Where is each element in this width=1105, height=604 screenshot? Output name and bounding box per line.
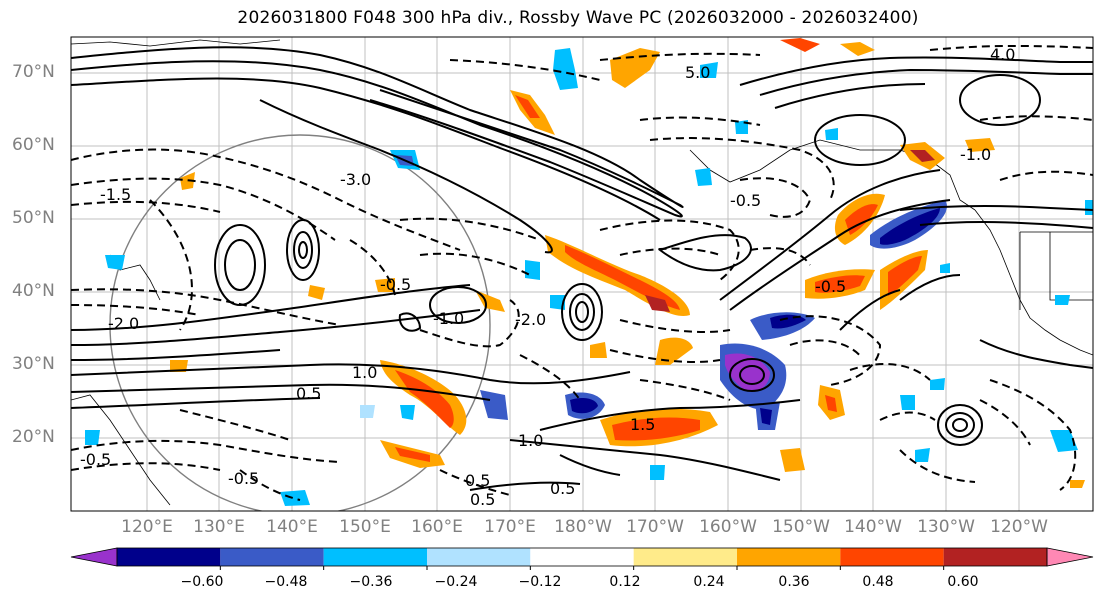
lat-label-40: 40°N [12,281,55,301]
colorbar-tick-label: 0.60 [947,574,979,590]
contour-label: -2.0 [515,310,546,329]
colorbar-extend-low [70,547,118,567]
contour-label: -1.0 [960,145,991,164]
lat-label-50: 50°N [12,208,55,228]
colorbar-segment [220,548,324,566]
colorbar-segment [840,548,944,566]
lon-label: 150°W [772,517,830,537]
map-title: 2026031800 F048 300 hPa div., Rossby Wav… [237,8,919,28]
contour-label: 4.0 [990,45,1015,64]
contour-label-group: -0.5 -0.5 -0.5 -0.5 -0.5 0.5 0.5 0.5 0.5… [80,45,1015,509]
colorbar-segment [633,548,737,566]
lon-label: 160°W [699,517,757,537]
contour-label: 1.5 [630,415,655,434]
lon-label: 140°E [266,517,318,537]
contour-label: 0.5 [470,490,495,509]
colorbar-segment [530,548,634,566]
contour-label: -3.0 [340,170,371,189]
colorbar-tick-label: −0.12 [518,574,562,590]
lon-label: 170°E [484,517,536,537]
contour-label: -0.5 [815,277,846,296]
colorbar-tick-label: 0.36 [778,574,810,590]
lon-label: 160°E [411,517,463,537]
contour-label: -0.5 [228,469,259,488]
contour-label: 1.0 [518,431,543,450]
map-frame [70,36,1094,512]
lat-label-20: 20°N [12,427,55,447]
contour-label: 0.5 [296,384,321,403]
contour-label: -0.5 [80,450,111,469]
contour-label: -0.5 [380,275,411,294]
lon-label: 180°W [554,517,612,537]
lat-label-70: 70°N [12,62,55,82]
lon-label: 150°E [339,517,391,537]
colorbar-tick-label: 0.12 [609,574,641,590]
lat-label-60: 60°N [12,135,55,155]
contour-label: 5.0 [685,63,710,82]
colorbar-tick-label: 0.24 [693,574,725,590]
map-frame-bg [71,37,1093,511]
reference-circle [109,134,491,511]
colorbar-segment [943,548,1047,566]
colorbar-segment [427,548,531,566]
dashed-contours [71,44,1093,501]
contour-label: -2.0 [108,314,139,333]
divergence-fills [85,38,1093,506]
contour-label: -0.5 [730,191,761,210]
colorbar [70,547,1094,570]
lon-label: 140°W [844,517,902,537]
colorbar-outline [116,547,1048,567]
colorbar-segment [323,548,427,566]
contour-label: 0.5 [550,479,575,498]
lon-label: 130°W [917,517,975,537]
contour-label: 1.0 [352,363,377,382]
colorbar-segment [737,548,841,566]
colorbar-tick-label: −0.48 [264,574,308,590]
lat-label-30: 30°N [12,354,55,374]
lon-label: 130°E [193,517,245,537]
colorbar-tick-label: 0.48 [862,574,894,590]
contour-label: -1.5 [100,185,131,204]
colorbar-tick-label: −0.36 [349,574,393,590]
colorbar-tick-label: −0.60 [180,574,224,590]
colorbar-tick-label: −0.24 [434,574,478,590]
solid-contours [71,46,1093,491]
contour-label: -1.0 [433,309,464,328]
colorbar-segment [117,548,221,566]
lon-label: 120°W [990,517,1048,537]
lon-label: 120°E [121,517,173,537]
colorbar-extend-high [1046,547,1094,567]
contour-label: 0.5 [465,471,490,490]
lon-label: 170°W [626,517,684,537]
